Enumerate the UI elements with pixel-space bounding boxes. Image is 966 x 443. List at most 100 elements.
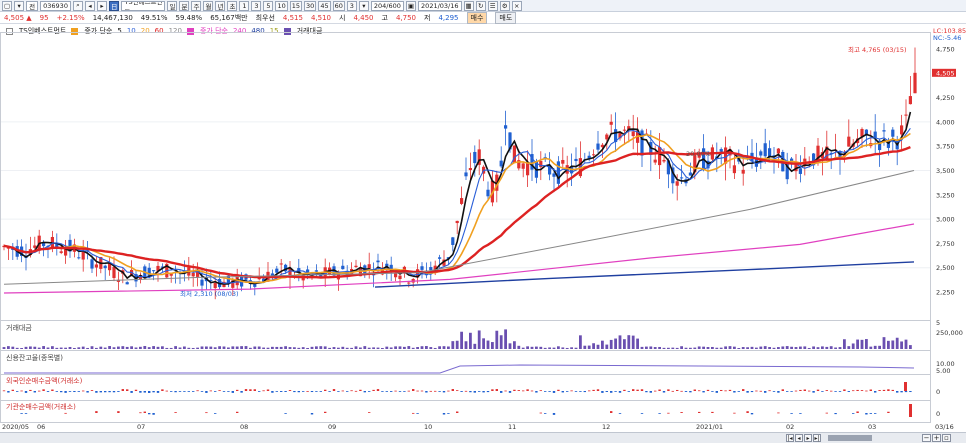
candle-body — [878, 140, 882, 151]
period-2[interactable]: 월 — [203, 0, 214, 11]
inst-tick-zero: 0 — [936, 410, 940, 418]
volume-bar — [345, 347, 349, 349]
interval-30[interactable]: 30 — [304, 0, 317, 11]
volume-bar — [609, 339, 613, 349]
volume-bar — [631, 335, 635, 349]
candle-body — [829, 152, 833, 154]
period-day[interactable]: 일 — [167, 0, 178, 11]
foreign-bar — [16, 391, 19, 392]
period-4[interactable]: 초 — [227, 0, 238, 11]
foreign-bar — [328, 391, 331, 392]
date-input[interactable]: 2021/03/16 — [418, 0, 462, 11]
market-select[interactable]: 전 — [26, 0, 39, 11]
interval-1[interactable]: 1 — [239, 0, 250, 11]
search-icon[interactable]: ⌕ — [72, 0, 83, 11]
interval-extra[interactable]: 3 — [346, 0, 357, 11]
period-1[interactable]: 주 — [191, 0, 202, 11]
foreign-bar — [768, 390, 771, 392]
candle-body — [81, 250, 85, 260]
chart-scrollbar[interactable]: |◂ ◂ ▸ ▸| − + ▫ — [0, 432, 966, 443]
stock-code-input[interactable]: 036930 — [40, 0, 71, 11]
foreign-bar — [178, 391, 182, 392]
foreign-bar — [68, 391, 72, 392]
foreign-bar — [139, 391, 142, 393]
chart-title-input[interactable]: TS인베스트먼트 — [121, 0, 166, 11]
foreign-panel-frame — [0, 374, 931, 401]
period-3[interactable]: 년 — [215, 0, 226, 11]
buy-button[interactable]: 매수 — [466, 11, 488, 24]
volume-bar — [271, 346, 274, 349]
candle-body — [138, 275, 142, 280]
scroll-prev-icon[interactable]: ◂ — [795, 434, 803, 442]
candle-body — [94, 264, 98, 268]
candle-body — [785, 160, 789, 180]
dropdown-icon[interactable]: ▾ — [14, 0, 25, 11]
foreign-bar — [640, 389, 644, 391]
interval-45[interactable]: 45 — [318, 0, 331, 11]
zoom-out-icon[interactable]: − — [922, 434, 931, 442]
count-input[interactable]: 204/600 — [370, 0, 404, 11]
foreign-bar — [632, 389, 635, 391]
volume-bar — [521, 347, 525, 349]
interval-5[interactable]: 5 — [263, 0, 274, 11]
sell-button[interactable]: 매도 — [495, 11, 517, 24]
settings-icon[interactable]: ⚙ — [499, 0, 510, 11]
foreign-bar — [478, 391, 481, 392]
foreign-bar — [570, 390, 573, 392]
inst-bar — [887, 411, 890, 413]
price-chart[interactable]: 거래대금 신용잔고율(종목별) 외국인순매수금액(거래소) 기관순매수금액(거래… — [0, 24, 966, 423]
date-tick-2020-05: 2020/05 — [2, 423, 30, 431]
volume-bar — [790, 346, 793, 349]
prev-stock-icon[interactable]: ◂ — [84, 0, 95, 11]
scroll-next-icon[interactable]: ▸ — [804, 434, 812, 442]
scroll-first-icon[interactable]: |◂ — [786, 434, 794, 442]
interval-10[interactable]: 10 — [275, 0, 288, 11]
legend-checkbox-icon[interactable] — [6, 27, 13, 35]
chart-type-badge[interactable]: 日 — [108, 0, 120, 11]
scroll-thumb[interactable] — [828, 435, 872, 441]
interval-60[interactable]: 60 — [332, 0, 345, 11]
volume-bar — [64, 347, 67, 349]
volume-bar — [781, 346, 785, 349]
foreign-bar — [742, 389, 745, 391]
zoom-reset-icon[interactable]: ▫ — [942, 434, 951, 442]
candle-body — [526, 162, 530, 176]
period-0[interactable]: 분 — [179, 0, 190, 11]
candle-body — [116, 279, 120, 282]
foreign-bar — [627, 391, 630, 392]
scroll-last-icon[interactable]: ▸| — [813, 434, 821, 442]
foreign-bar — [183, 391, 186, 392]
candle-body — [398, 275, 402, 280]
interval-3[interactable]: 3 — [251, 0, 262, 11]
volume-bar — [227, 347, 230, 349]
volume-bar — [108, 346, 111, 349]
foreign-bar — [500, 391, 503, 393]
zoom-in-icon[interactable]: + — [932, 434, 941, 442]
volume-bar — [205, 346, 208, 349]
menu-icon[interactable]: ▢ — [2, 0, 13, 11]
count-lock-icon[interactable]: ▣ — [405, 0, 417, 11]
volume-bar — [134, 347, 138, 349]
foreign-bar — [909, 391, 912, 393]
candle-body — [517, 160, 521, 169]
calendar-icon[interactable]: ▦ — [463, 0, 474, 11]
foreign-bar — [456, 390, 459, 392]
foreign-bar — [434, 390, 437, 392]
foreign-bar — [460, 391, 463, 392]
volume-bar — [728, 346, 732, 349]
foreign-bar — [121, 389, 124, 391]
interval-15[interactable]: 15 — [289, 0, 303, 11]
refresh-icon[interactable]: ↻ — [475, 0, 486, 11]
current-price: 4,505 ▲ — [4, 13, 32, 22]
volume-bar — [667, 347, 670, 349]
volume-bar — [486, 340, 490, 349]
next-stock-icon[interactable]: ▸ — [96, 0, 107, 11]
credit-balance-line — [4, 364, 915, 374]
inst-bar — [610, 411, 613, 413]
volume-bar — [161, 346, 164, 349]
chart-list-icon[interactable]: ☰ — [487, 0, 498, 11]
foreign-bar — [755, 390, 758, 392]
volume-bar — [579, 335, 582, 349]
close-icon[interactable]: × — [511, 0, 522, 11]
interval-dropdown-icon[interactable]: ▾ — [358, 0, 369, 11]
